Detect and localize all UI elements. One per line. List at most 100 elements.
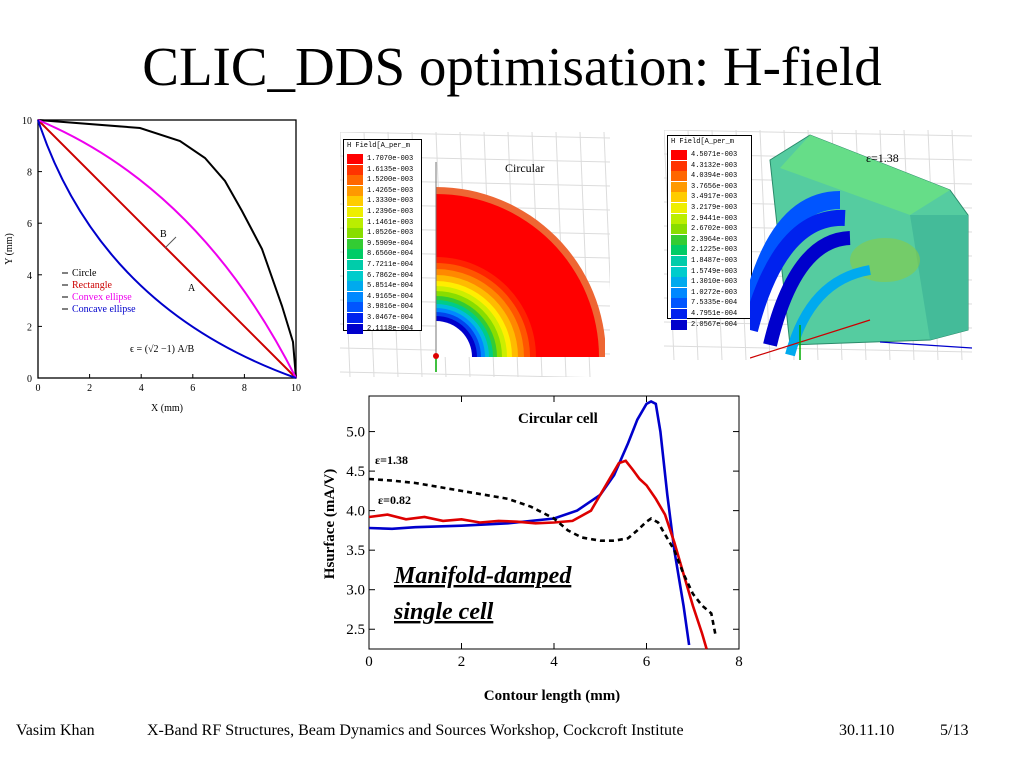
legend-value: 1.3330e-003 <box>367 197 414 206</box>
legend-value: 1.0272e-003 <box>691 288 738 297</box>
geometry-legend-item: Concave ellipse <box>72 304 136 315</box>
geometry-x-tick: 6 <box>190 383 195 394</box>
ellipse-band-inner <box>763 231 851 347</box>
x-tick-label: 8 <box>735 654 743 670</box>
legend-value: 1.7070e-003 <box>367 155 414 163</box>
legend-scale-row: 1.3010e-003 <box>671 277 737 288</box>
legend-swatch <box>671 245 687 256</box>
geometry-x-label: X (mm) <box>151 403 183 414</box>
legend-value: 4.9165e-004 <box>367 292 414 301</box>
grid-line <box>340 371 588 377</box>
legend-scale-row: 6.7862e-004 <box>347 270 413 281</box>
footer-page: 5/13 <box>940 722 969 739</box>
legend-scale-row: 1.7070e-003 <box>347 154 413 164</box>
legend-scale-row: 2.1225e-003 <box>671 245 738 256</box>
legend-value: 8.6560e-004 <box>367 250 414 259</box>
circular-legend-scale: 1.7070e-003 1.6135e-003 1.5200e-003 1.4265e… <box>347 154 413 334</box>
legend-swatch <box>671 319 687 330</box>
legend-scale-row: 1.5749e-003 <box>671 266 738 277</box>
annotation-eps-082: ε=0.82 <box>378 493 411 507</box>
series-line-1 <box>368 459 708 650</box>
legend-swatch <box>347 270 363 281</box>
geometry-y-tick: 6 <box>27 219 32 230</box>
annotation-eps-138: ε=1.38 <box>375 453 408 467</box>
ellipse-axis-blue <box>879 341 972 349</box>
footer-author: Vasim Khan <box>16 722 95 739</box>
legend-value: 2.1118e-004 <box>367 324 414 333</box>
geometry-x-tick: 10 <box>291 383 301 394</box>
legend-value: 3.0467e-004 <box>367 313 414 322</box>
legend-value: 3.2179e-003 <box>691 203 738 212</box>
legend-scale-row: 1.8487e-003 <box>671 255 738 266</box>
legend-value: 2.1225e-003 <box>691 246 738 255</box>
legend-swatch <box>671 266 687 277</box>
circle-curve <box>37 119 297 379</box>
ellipse-legend-header: H Field[A_per_m <box>671 138 735 146</box>
geometry-y-tick: 8 <box>27 168 32 179</box>
legend-scale-row: 4.0394e-003 <box>671 171 738 182</box>
geometry-x-tick: 2 <box>87 383 92 394</box>
legend-scale-row: 7.7211e-004 <box>347 259 413 270</box>
legend-swatch <box>671 234 687 245</box>
geometry-x-tick: 0 <box>36 383 41 394</box>
legend-swatch <box>671 255 687 266</box>
legend-scale-row: 1.0526e-003 <box>347 228 414 239</box>
circular-label: Circular <box>505 161 544 175</box>
ellipse-field-plot: ε=1.38 <box>750 134 972 360</box>
legend-scale-row: 1.4265e-003 <box>347 185 414 196</box>
legend-value: 1.8487e-003 <box>691 256 738 265</box>
y-tick-label: 5.0 <box>346 425 365 441</box>
legend-value: 3.9816e-004 <box>367 303 414 312</box>
grid-line <box>340 132 610 139</box>
footer-event: X-Band RF Structures, Beam Dynamics and … <box>147 722 684 739</box>
field-map-circular: H Field[A_per_m 1.7070e-003 1.6135e-003 1.… <box>340 132 610 377</box>
circular-legend-header: H Field[A_per_m <box>347 142 411 150</box>
slide-title: CLIC_DDS optimisation: H-field <box>142 36 882 97</box>
legend-swatch <box>347 196 363 207</box>
geometry-y-tick: 0 <box>27 374 32 385</box>
point-label-b: B <box>160 229 167 240</box>
y-tick-label: 2.5 <box>346 622 365 638</box>
circular-color-legend: H Field[A_per_m 1.7070e-003 1.6135e-003 1.… <box>343 139 422 334</box>
legend-scale-row: 1.0272e-003 <box>671 287 738 298</box>
legend-swatch <box>347 323 363 334</box>
legend-scale-row: 3.0467e-004 <box>347 312 414 323</box>
legend-scale-row: 9.5909e-004 <box>347 238 413 249</box>
legend-swatch <box>671 308 687 319</box>
legend-swatch <box>347 164 363 175</box>
legend-swatch <box>671 181 687 192</box>
chart-x-label: Contour length (mm) <box>484 688 620 704</box>
legend-value: 1.1461e-003 <box>367 218 414 227</box>
legend-swatch <box>671 287 687 298</box>
chart-title: Circular cell <box>518 411 598 427</box>
legend-value: 1.4265e-003 <box>367 186 414 195</box>
y-tick-label: 3.0 <box>346 583 365 599</box>
legend-swatch <box>347 281 363 292</box>
legend-value: 4.5071e-003 <box>691 151 738 159</box>
grid-line <box>603 132 610 292</box>
legend-scale-row: 2.6702e-003 <box>671 224 737 235</box>
legend-value: 1.0526e-003 <box>367 229 414 238</box>
legend-scale-row: 1.6135e-003 <box>347 164 414 175</box>
legend-value: 4.0394e-003 <box>691 172 738 181</box>
legend-value: 1.5749e-003 <box>691 267 738 276</box>
legend-value: 1.6135e-003 <box>367 165 414 174</box>
legend-scale-row: 2.3964e-003 <box>671 234 737 245</box>
ellipse-top-face <box>780 135 950 215</box>
geometry-plot: 0 2 4 6 8 10 0 2 4 6 8 10 B A CircleRectangleConvex… <box>4 116 301 414</box>
grid-line <box>664 345 972 353</box>
legend-swatch <box>347 185 363 196</box>
concave-ellipse-curve <box>37 119 297 379</box>
legend-scale-row: 3.2179e-003 <box>671 202 738 213</box>
legend-swatch <box>347 302 363 313</box>
geometry-y-tick: 10 <box>22 116 32 127</box>
slide-footer: Vasim Khan X-Band RF Structures, Beam Dy… <box>0 720 1024 744</box>
legend-value: 7.5335e-004 <box>691 299 738 308</box>
ellipse-band-mid <box>750 209 846 333</box>
legend-scale-row: 2.1118e-004 <box>347 323 414 334</box>
ellipse-color-legend: H Field[A_per_m 4.5071e-003 4.3132e-003 4.… <box>667 135 752 330</box>
legend-scale-row: 4.9165e-004 <box>347 291 414 302</box>
geometry-legend-item: Circle <box>72 268 97 279</box>
legend-value: 2.0567e-004 <box>691 320 738 329</box>
